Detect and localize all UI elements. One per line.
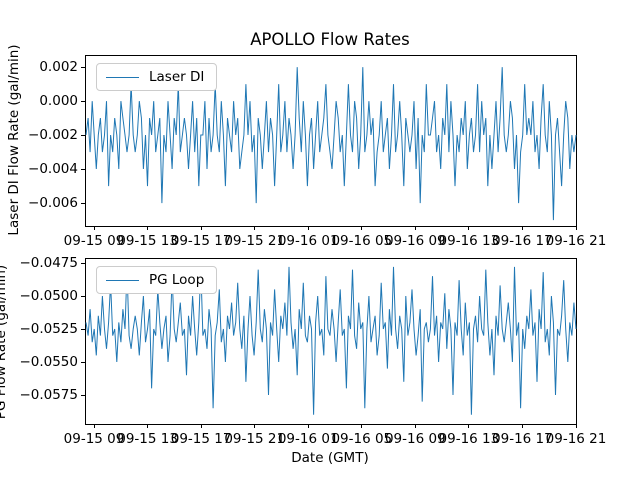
y-tick-mark	[81, 66, 85, 68]
x-tick-mark	[307, 424, 309, 428]
x-tick-mark	[254, 226, 256, 230]
x-tick-mark	[361, 226, 363, 230]
y-tick-label: −0.0575	[19, 387, 78, 403]
y-tick-label: −0.0500	[19, 288, 78, 304]
x-tick-label: 09-16 17	[492, 233, 553, 249]
x-tick-mark	[147, 424, 149, 428]
y-tick-label: −0.006	[28, 195, 78, 212]
y-tick-mark	[81, 394, 85, 396]
y-tick-label: 0.000	[39, 93, 78, 110]
y-tick-label: −0.0550	[19, 354, 78, 370]
pg-loop-plot-area: PG Loop −0.0475 −0.0500 −0.0525 −0.0550 −0.0…	[19, 255, 606, 447]
x-tick-label: 09-16 13	[438, 233, 500, 249]
y-tick-mark	[81, 328, 85, 330]
x-tick-mark	[414, 226, 416, 230]
y-tick-label: 0.002	[39, 59, 78, 76]
x-tick-label: 09-16 13	[438, 431, 500, 447]
x-tick-label: 09-16 09	[384, 431, 446, 447]
y-tick-label: −0.004	[28, 161, 78, 177]
x-tick-label: 09-16 09	[384, 233, 446, 249]
bottom-y-axis-label-clipped: PG Flow Rate (gal/min)	[0, 264, 9, 420]
top-y-axis-label: Laser DI Flow Rate (gal/min)	[6, 44, 22, 236]
x-tick-label: 09-16 21	[545, 233, 607, 249]
x-axis-label: Date (GMT)	[291, 450, 369, 466]
x-tick-label: 09-15 21	[224, 233, 286, 249]
y-tick-mark	[81, 134, 85, 136]
x-tick-mark	[93, 226, 95, 230]
x-tick-mark	[200, 424, 202, 428]
x-tick-label: 09-16 21	[545, 431, 607, 447]
laser-di-series-line	[85, 67, 577, 221]
x-tick-label: 09-15 17	[170, 233, 232, 249]
x-tick-label: 09-15 09	[63, 431, 125, 447]
x-tick-mark	[468, 424, 470, 428]
laser-di-plot-area: Laser DI 0.002 0.000 −0.002 −0.004 −0.006 09-…	[28, 55, 606, 249]
legend-line-sample-icon	[106, 76, 139, 78]
x-tick-label: 09-15 13	[117, 431, 178, 447]
x-tick-mark	[200, 226, 202, 230]
chart-title: APOLLO Flow Rates	[250, 30, 410, 49]
y-tick-label: −0.0525	[19, 321, 78, 337]
y-tick-mark	[81, 262, 85, 264]
x-tick-mark	[575, 424, 577, 428]
legend-label: PG Loop	[149, 272, 205, 288]
x-tick-mark	[414, 424, 416, 428]
x-tick-label: 09-16 01	[277, 431, 339, 447]
pg-loop-series-line	[85, 266, 577, 415]
pg-loop-legend: PG Loop	[96, 266, 218, 294]
x-tick-mark	[307, 226, 309, 230]
x-tick-label: 09-16 05	[331, 233, 393, 249]
x-tick-label: 09-15 09	[63, 233, 125, 249]
x-tick-mark	[93, 424, 95, 428]
legend-label: Laser DI	[149, 69, 205, 85]
x-tick-mark	[521, 226, 523, 230]
y-tick-label: −0.0475	[19, 255, 78, 271]
laser-di-legend: Laser DI	[96, 63, 218, 91]
x-tick-mark	[254, 424, 256, 428]
x-tick-label: 09-15 21	[224, 431, 286, 447]
x-tick-label: 09-16 01	[277, 233, 339, 249]
x-tick-label: 09-16 17	[492, 431, 553, 447]
x-tick-mark	[147, 226, 149, 230]
x-tick-label: 09-16 05	[331, 431, 393, 447]
x-tick-mark	[468, 226, 470, 230]
y-tick-mark	[81, 168, 85, 170]
y-tick-mark	[81, 100, 85, 102]
x-tick-mark	[575, 226, 577, 230]
y-tick-mark	[81, 361, 85, 363]
legend-line-sample-icon	[106, 279, 139, 281]
x-tick-label: 09-15 13	[117, 233, 178, 249]
x-tick-label: 09-15 17	[170, 431, 232, 447]
y-tick-mark	[81, 202, 85, 204]
x-tick-mark	[521, 424, 523, 428]
y-tick-mark	[81, 295, 85, 297]
y-tick-label: −0.002	[28, 127, 78, 143]
x-tick-mark	[361, 424, 363, 428]
